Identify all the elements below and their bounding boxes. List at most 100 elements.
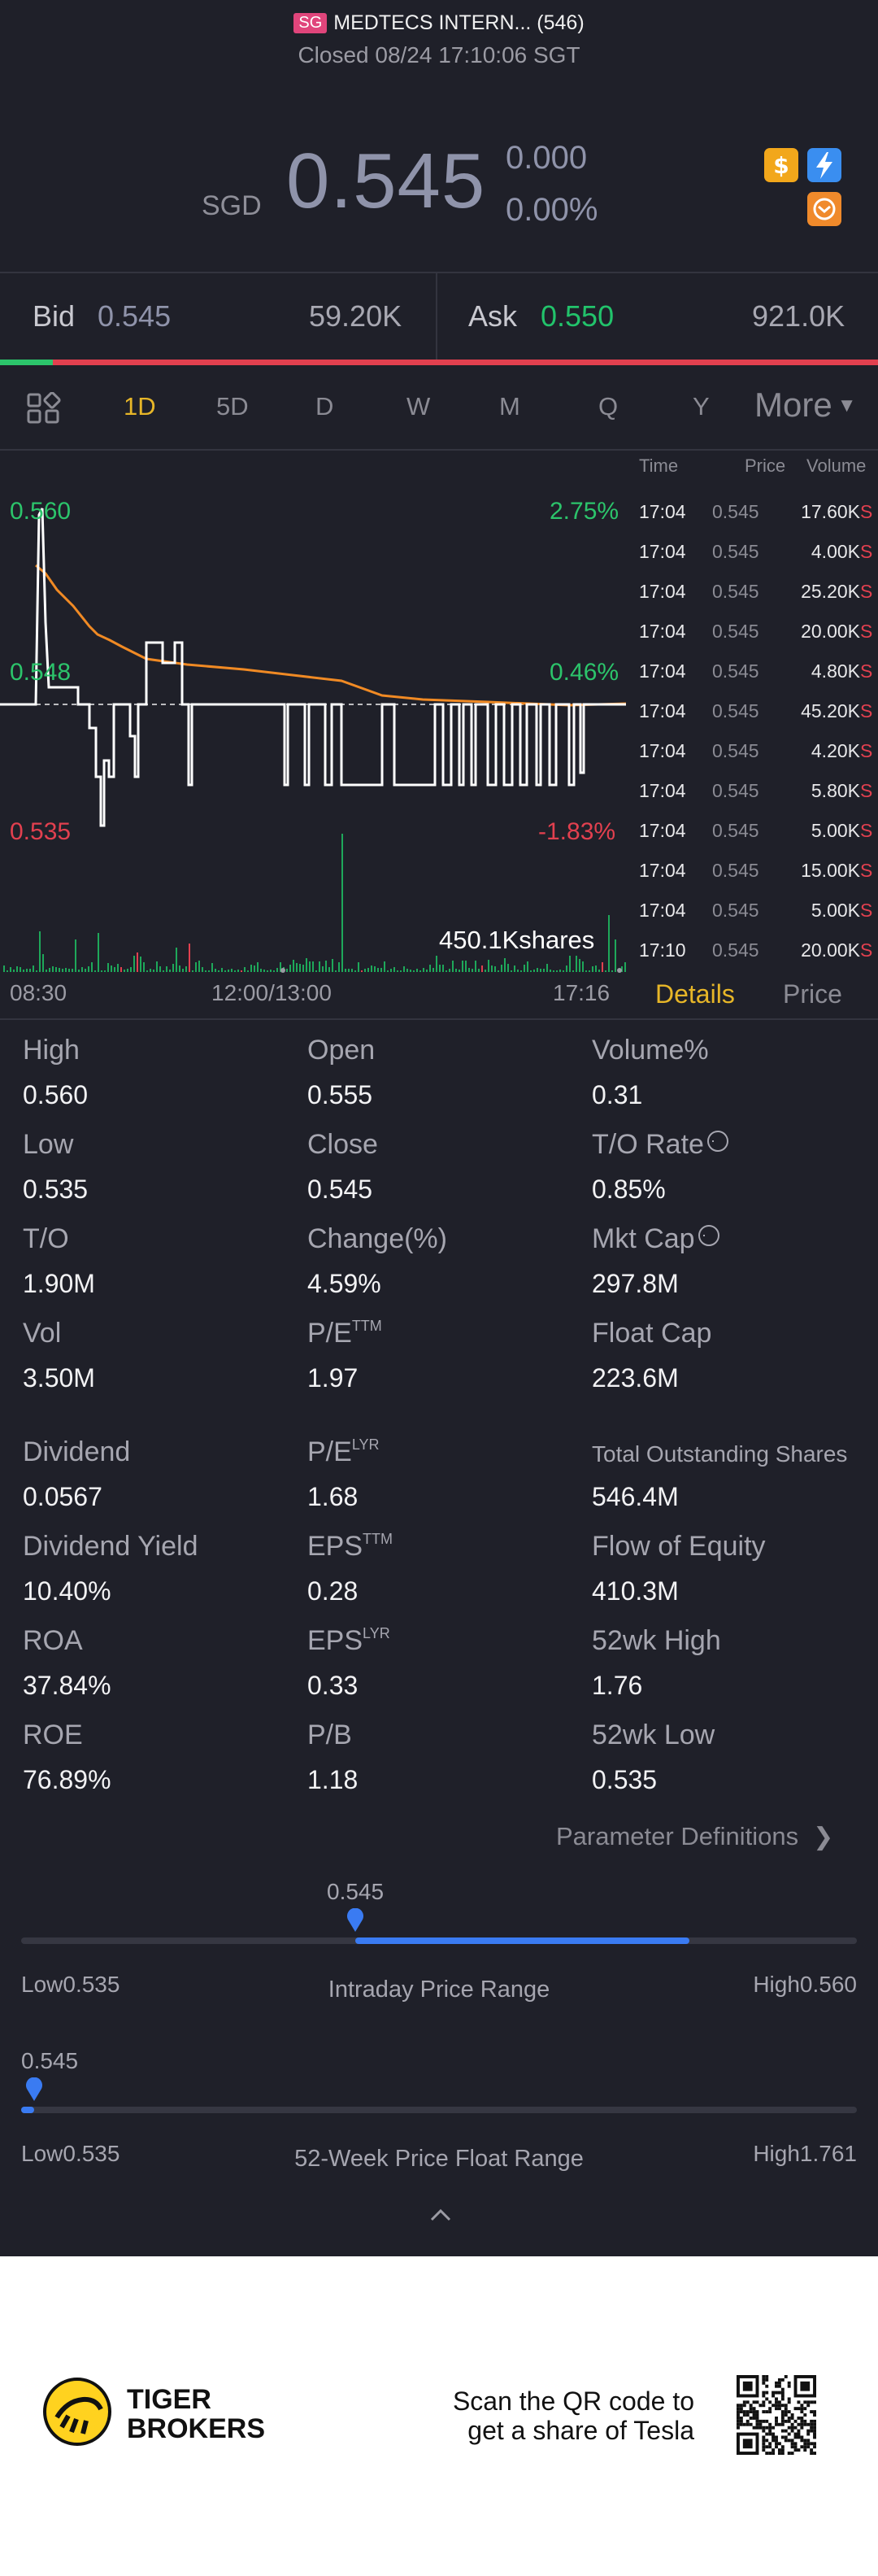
collapse-chevron-up-icon[interactable]	[429, 2208, 452, 2226]
parameter-definitions-link[interactable]: Parameter Definitions ❯	[556, 1822, 833, 1851]
trade-time: 17:04	[639, 860, 686, 881]
volume-bar	[88, 966, 89, 972]
volume-bar	[176, 948, 177, 972]
tab-price[interactable]: Price	[783, 979, 842, 1009]
volume-bar	[94, 970, 96, 972]
volume-bar	[104, 970, 106, 972]
info-icon[interactable]	[706, 1131, 728, 1152]
volume-bar	[335, 970, 337, 972]
wk52-low: Low0.535	[21, 2141, 120, 2167]
tab-details[interactable]: Details	[655, 979, 735, 1009]
trade-time: 17:04	[639, 501, 686, 522]
stat-label-text: 52wk Low	[592, 1720, 715, 1750]
tab-w[interactable]: W	[406, 392, 431, 421]
intraday-range-title: Intraday Price Range	[328, 1977, 550, 2003]
volume-bar	[42, 954, 44, 972]
volume-bar	[302, 965, 304, 972]
trade-volume: 5.80K	[811, 780, 860, 801]
wk52-marker-icon	[26, 2077, 43, 2101]
pct-label-low: -1.83%	[538, 818, 616, 845]
volume-bar	[39, 931, 41, 972]
volume-bar	[429, 965, 431, 972]
grid-icon[interactable]	[26, 391, 62, 429]
wk52-low-value: 0.535	[63, 2141, 120, 2166]
volume-bar	[608, 915, 610, 972]
tab-q[interactable]: Q	[598, 392, 619, 421]
volume-bar	[400, 970, 402, 972]
volume-bar	[507, 964, 509, 972]
volume-bar	[472, 969, 473, 972]
volume-bar	[540, 969, 541, 972]
volume-bar	[563, 970, 564, 972]
volume-bar	[273, 970, 275, 972]
stat-label-text: ROE	[23, 1720, 83, 1750]
volume-bar	[16, 966, 18, 972]
stat-pb-value: 1.18	[307, 1765, 359, 1794]
stat-label-text: Float Cap	[592, 1318, 712, 1349]
volume-bar	[306, 958, 307, 972]
stat-wk52-high-value: 1.76	[592, 1671, 643, 1700]
trade-price: 0.545	[712, 900, 759, 921]
tiger-logo-icon	[42, 2377, 112, 2451]
volume-bar	[202, 967, 203, 972]
tab-1d[interactable]: 1D	[124, 392, 156, 421]
lightning-icon[interactable]	[807, 148, 841, 182]
bid-ask-ratio-bar	[0, 360, 878, 365]
volume-bar	[322, 966, 324, 972]
qr-code	[737, 2375, 816, 2455]
stat-label-text: Total Outstanding Shares	[592, 1441, 848, 1467]
tab-5d[interactable]: 5D	[216, 392, 249, 421]
trade-side: S	[860, 780, 873, 801]
volume-bar	[286, 969, 288, 972]
ask-label: Ask	[468, 299, 518, 333]
volume-bar	[494, 966, 496, 972]
stat-label-text: P/E	[307, 1436, 352, 1467]
volume-bar	[98, 933, 99, 972]
more-dropdown[interactable]: More ▼	[754, 386, 856, 425]
info-icon[interactable]	[698, 1225, 719, 1246]
stat-roe-label: ROE	[23, 1720, 83, 1751]
volume-bar	[309, 961, 311, 972]
volume-bar	[127, 969, 128, 972]
volume-bar	[367, 968, 369, 972]
trade-time: 17:04	[639, 541, 686, 562]
intraday-high-label: High	[753, 1972, 800, 1997]
volume-bar	[579, 959, 580, 972]
volume-bar	[72, 969, 73, 972]
trade-volume: 4.80K	[811, 660, 860, 682]
volume-bar	[59, 968, 60, 972]
volume-bar	[26, 969, 28, 972]
volume-bar	[520, 970, 522, 972]
volume-bar	[65, 968, 67, 972]
stat-roa-value: 37.84%	[23, 1671, 111, 1700]
trade-side: S	[860, 621, 873, 642]
stat-pb-label: P/B	[307, 1720, 352, 1751]
volume-bar	[592, 966, 593, 972]
volume-bar	[237, 970, 239, 972]
volume-bar	[481, 965, 483, 972]
exchange-icon[interactable]	[807, 192, 841, 226]
volume-bar	[137, 952, 138, 972]
dollar-icon[interactable]: $	[764, 148, 798, 182]
tab-m[interactable]: M	[499, 392, 520, 421]
intraday-low-value: 0.535	[63, 1972, 120, 1997]
stat-label-text: EPS	[307, 1625, 363, 1656]
volume-bar	[621, 966, 623, 972]
stat-label-text: P/B	[307, 1720, 352, 1750]
svg-text:$: $	[773, 152, 789, 179]
volume-bar	[585, 970, 587, 972]
volume-bar	[146, 970, 148, 972]
tab-d[interactable]: D	[315, 392, 334, 421]
stat-label-text: P/E	[307, 1318, 352, 1349]
volume-bar	[436, 956, 437, 972]
volume-bar	[101, 970, 102, 972]
trade-volume: 17.60K	[801, 501, 860, 522]
volume-bar	[615, 939, 616, 972]
intraday-chart[interactable]	[0, 451, 634, 976]
trade-price: 0.545	[712, 860, 759, 881]
volume-bar	[172, 964, 174, 972]
volume-bar	[524, 965, 525, 972]
wk52-range-title: 52-Week Price Float Range	[294, 2146, 584, 2172]
tab-y[interactable]: Y	[693, 392, 710, 421]
wk52-range-track	[21, 2107, 857, 2113]
